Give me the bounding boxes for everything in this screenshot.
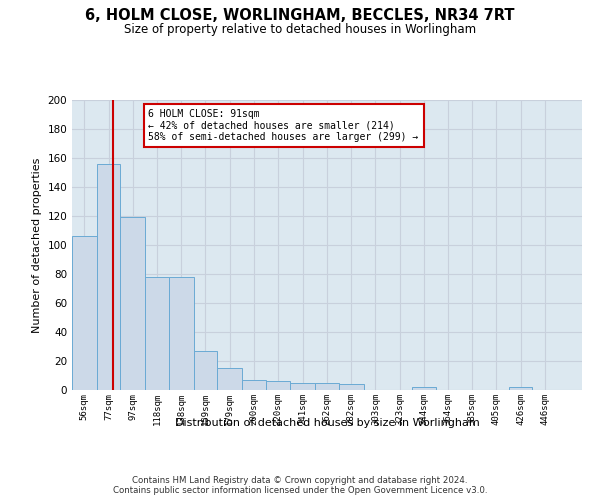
Text: 6, HOLM CLOSE, WORLINGHAM, BECCLES, NR34 7RT: 6, HOLM CLOSE, WORLINGHAM, BECCLES, NR34… — [85, 8, 515, 22]
Bar — [509, 387, 532, 390]
Bar — [315, 383, 339, 390]
Y-axis label: Number of detached properties: Number of detached properties — [32, 158, 42, 332]
Bar — [72, 236, 97, 390]
Bar — [217, 368, 242, 390]
Bar — [145, 277, 169, 390]
Bar — [242, 380, 266, 390]
Bar — [412, 387, 436, 390]
Text: Size of property relative to detached houses in Worlingham: Size of property relative to detached ho… — [124, 22, 476, 36]
Bar — [290, 383, 315, 390]
Bar — [194, 351, 217, 390]
Bar — [339, 384, 364, 390]
Bar — [121, 218, 145, 390]
Text: Contains HM Land Registry data © Crown copyright and database right 2024.
Contai: Contains HM Land Registry data © Crown c… — [113, 476, 487, 495]
Bar — [97, 164, 121, 390]
Text: 6 HOLM CLOSE: 91sqm
← 42% of detached houses are smaller (214)
58% of semi-detac: 6 HOLM CLOSE: 91sqm ← 42% of detached ho… — [149, 108, 419, 142]
Bar — [266, 382, 290, 390]
Text: Distribution of detached houses by size in Worlingham: Distribution of detached houses by size … — [175, 418, 479, 428]
Bar — [169, 277, 194, 390]
